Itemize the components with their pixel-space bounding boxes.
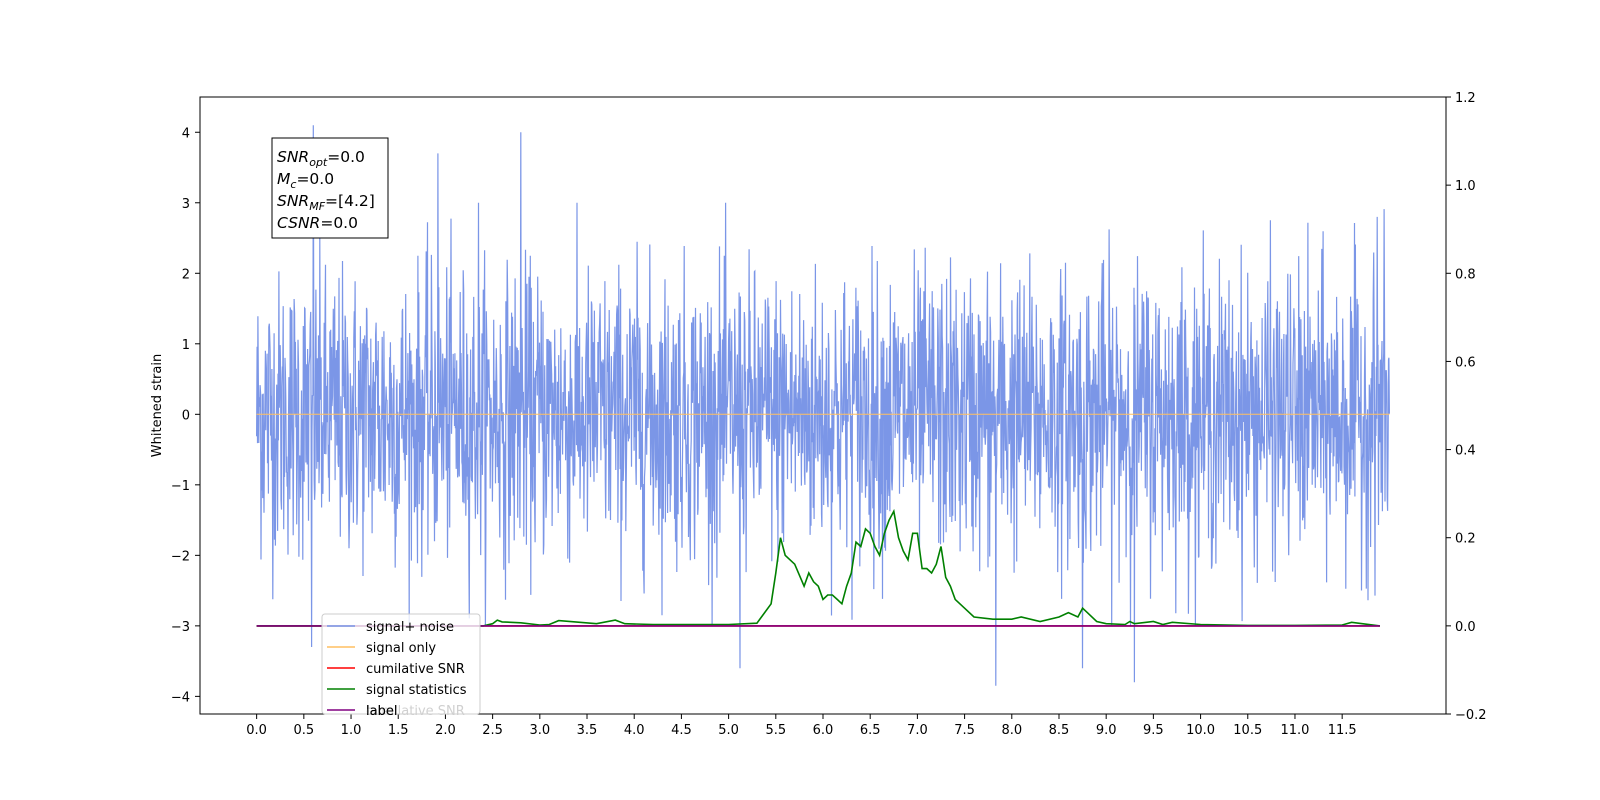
y-tick-label: 2: [182, 267, 190, 282]
y-tick-label: −2: [171, 549, 190, 564]
y-axis-label: Whitened strain: [150, 354, 165, 457]
annotation-value: =0.0: [296, 170, 334, 188]
y-tick-label: −1: [171, 479, 190, 494]
annotation-subscript: MF: [309, 200, 325, 213]
y-tick-label: 4: [182, 126, 190, 141]
x-tick-label: 3.5: [577, 723, 598, 738]
annotation-line-snr-mf: SNRMF=[4.2]: [277, 192, 375, 213]
legend-label: label: [366, 704, 397, 719]
legend-label: signal statistics: [366, 683, 467, 698]
legend-frame: [321, 613, 481, 715]
tick-layer: 0.0 0.5 1.0 1.5 2.0 2.5 3.0 3.5 4.0 4.5 5.0 5.5 6.0 6…: [171, 91, 1487, 738]
series-layer: [256, 125, 1391, 686]
x-tick-label: 2.5: [482, 723, 503, 738]
legend-label: signal+ noise: [366, 620, 454, 635]
y-tick-label: 1: [182, 338, 190, 353]
x-tick-label: 8.0: [1001, 723, 1022, 738]
x-tick-label: 0.5: [293, 723, 314, 738]
x-tick-label: 3.0: [529, 723, 550, 738]
y-tick-label: 0: [182, 408, 190, 423]
legend-label: signal only: [366, 641, 436, 656]
y-tick-label: 3: [182, 197, 190, 212]
annotation-symbol: SNR: [277, 148, 309, 166]
annotation-line-csnr: CSNR=0.0: [277, 214, 358, 232]
y2-tick-label: 1.0: [1455, 179, 1476, 194]
x-tick-label: 11.0: [1280, 723, 1309, 738]
annotation-value: =[4.2]: [325, 192, 375, 210]
x-tick-label: 6.0: [813, 723, 834, 738]
series-signal-statistics: [256, 508, 1381, 627]
x-tick-label: 2.0: [435, 723, 456, 738]
y2-tick-label: 0.2: [1455, 532, 1476, 547]
x-tick-label: 5.0: [718, 723, 739, 738]
annotation-subscript: opt: [309, 156, 328, 169]
y2-tick-label: 0.0: [1455, 620, 1476, 635]
annotation-value: =0.0: [327, 148, 365, 166]
y2-tick-label: 0.8: [1455, 267, 1476, 282]
y2-tick-label: 0.4: [1455, 444, 1476, 459]
annotation-symbol: M: [277, 170, 290, 188]
x-tick-label: 10.5: [1233, 723, 1262, 738]
y2-tick-label: 0.6: [1455, 355, 1476, 370]
x-tick-label: 7.5: [954, 723, 975, 738]
y2-tick-label: −0.2: [1455, 708, 1487, 723]
x-tick-label: 9.0: [1096, 723, 1117, 738]
x-tick-label: 11.5: [1328, 723, 1357, 738]
x-tick-label: 1.0: [341, 723, 362, 738]
x-tick-label: 4.5: [671, 723, 692, 738]
annotation-line-snr-opt: SNRopt=0.0: [277, 148, 365, 169]
x-tick-label: 10.0: [1186, 723, 1215, 738]
x-tick-label: 6.5: [860, 723, 881, 738]
x-tick-label: 4.0: [624, 723, 645, 738]
x-tick-label: 8.5: [1049, 723, 1070, 738]
y2-tick-label: 1.2: [1455, 91, 1476, 106]
annotation-frame: [271, 137, 389, 239]
x-tick-label: 9.5: [1143, 723, 1164, 738]
x-tick-label: 7.0: [907, 723, 928, 738]
annotation-symbol: SNR: [277, 192, 309, 210]
legend-label: cumilative SNR: [366, 662, 465, 677]
annotation-line-mc: Mc=0.0: [277, 170, 334, 191]
legend: signal+ noise signal only cumilative SNR si…: [321, 613, 481, 719]
x-tick-label: 0.0: [246, 723, 267, 738]
series-signal-noise: [256, 125, 1391, 686]
y-tick-label: −3: [171, 620, 190, 635]
legend-overlay-text: cumilative SNR: [366, 704, 465, 719]
x-tick-label: 1.5: [388, 723, 409, 738]
annotation-value: =0.0: [320, 214, 358, 232]
legend-label-top: label: [366, 704, 397, 719]
y-tick-label: −4: [171, 690, 190, 705]
annotation-symbol: CSNR: [277, 214, 320, 232]
annotation-subscript: c: [290, 178, 296, 191]
x-tick-label: 5.5: [765, 723, 786, 738]
